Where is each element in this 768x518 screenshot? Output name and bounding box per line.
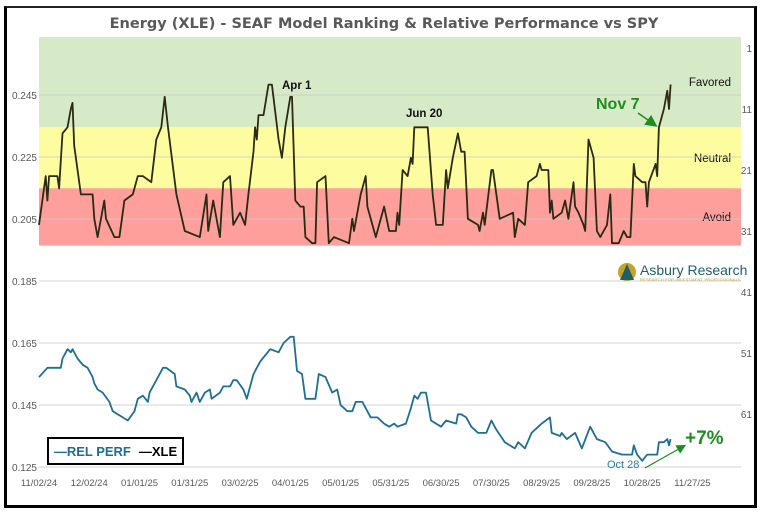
band-label-favored: Favored <box>689 77 731 89</box>
y-right-tick-label: 41 <box>741 288 753 299</box>
band-label-neutral: Neutral <box>694 153 731 165</box>
x-tick-label: 09/28/25 <box>573 478 610 489</box>
x-tick-label: 05/01/25 <box>322 478 359 489</box>
x-tick-label: 01/01/25 <box>121 478 158 489</box>
annotation-apr1: Apr 1 <box>282 80 312 92</box>
annotation-oct28: Oct 28 <box>607 459 640 471</box>
x-tick-label: 11/27/25 <box>674 478 710 489</box>
legend-item-rel-perf: —REL PERF <box>53 443 131 459</box>
asbury-research-logo: Asbury Research RESEARCH FOR INVESTMENT … <box>617 262 747 282</box>
y-right-tick-label: 11 <box>742 105 753 116</box>
gain-arrow-icon <box>644 444 687 469</box>
chart-title: Energy (XLE) - SEAF Model Ranking & Rela… <box>109 16 659 32</box>
y-left-tick-label: 0.165 <box>12 339 37 350</box>
y-left-tick-label: 0.225 <box>12 153 37 164</box>
x-tick-label: 04/01/25 <box>272 478 309 489</box>
y-right-tick-label: 1 <box>746 44 752 55</box>
x-tick-label: 12/02/24 <box>71 478 108 489</box>
y-left-tick-label: 0.185 <box>12 277 37 288</box>
x-tick-label: 06/30/25 <box>423 478 460 489</box>
band-label-avoid: Avoid <box>702 212 731 224</box>
x-tick-label: 01/31/25 <box>171 478 208 489</box>
y-left-tick-label: 0.125 <box>12 463 37 474</box>
y-right-tick-label: 31 <box>741 227 753 238</box>
legend-item-xle: —XLE <box>138 443 178 459</box>
y-left-tick-label: 0.145 <box>12 401 37 412</box>
y-left-tick-label: 0.245 <box>12 91 37 102</box>
x-tick-label: 10/28/25 <box>624 478 661 489</box>
y-right-tick-label: 51 <box>741 349 753 360</box>
nov7-arrow-icon <box>637 112 658 127</box>
annotation-gain: +7% <box>685 428 724 449</box>
series-line-rel-perf <box>38 335 672 462</box>
logo-tagline: RESEARCH FOR INVESTMENT PROFESSIONALS <box>640 276 741 282</box>
y-right-tick-label: 21 <box>741 166 753 177</box>
x-tick-label: 07/30/25 <box>473 478 510 489</box>
legend: —REL PERF —XLE <box>47 437 184 465</box>
band-favored <box>39 37 741 128</box>
series-line-xle <box>38 83 672 245</box>
band-neutral <box>39 127 741 189</box>
x-tick-label: 11/02/24 <box>21 478 57 489</box>
x-tick-label: 08/29/25 <box>523 478 560 489</box>
logo-mark-icon <box>618 263 636 281</box>
band-avoid <box>39 188 741 246</box>
x-tick-label: 03/02/25 <box>222 478 259 489</box>
annotation-nov7: Nov 7 <box>596 96 640 113</box>
y-right-tick-label: 61 <box>741 410 753 421</box>
annotation-jun20: Jun 20 <box>406 108 443 120</box>
y-left-tick-label: 0.205 <box>12 215 37 226</box>
chart-frame <box>4 6 757 508</box>
logo-name: Asbury Research <box>640 261 748 278</box>
x-tick-label: 05/31/25 <box>372 478 409 489</box>
